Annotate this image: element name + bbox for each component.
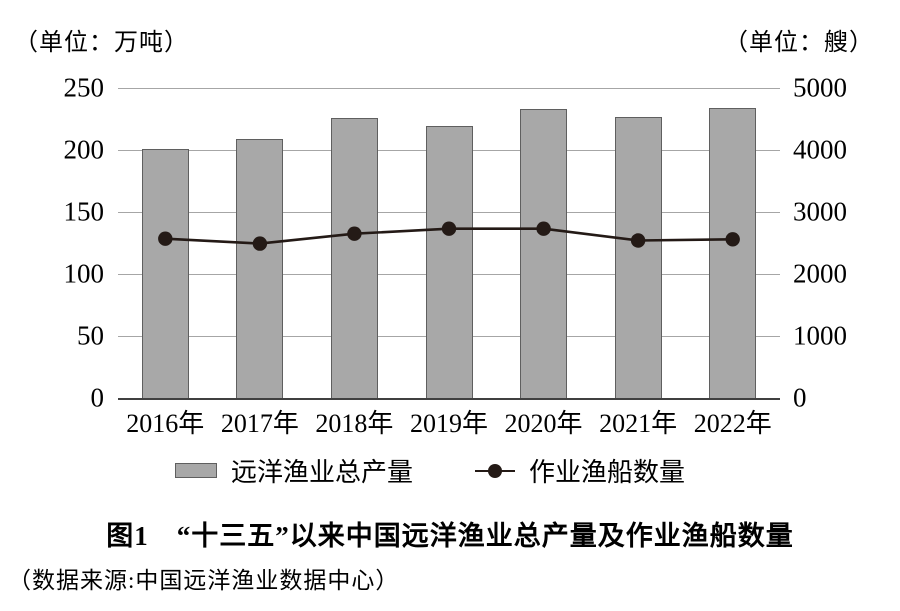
data-point-marker-2020年 — [536, 221, 551, 236]
chart-plot-area — [118, 88, 780, 400]
bar-2017年 — [236, 138, 284, 398]
data-point-marker-2018年 — [347, 226, 362, 241]
figure-title: 图1 “十三五”以来中国远洋渔业总产量及作业渔船数量 — [106, 521, 794, 551]
line-series-marker-icon — [475, 463, 515, 478]
data-point-marker-2017年 — [252, 236, 268, 251]
bar-series-swatch-icon — [174, 463, 217, 478]
legend-dot-icon — [488, 463, 502, 478]
x-axis-tick-label: 2018年 — [315, 409, 394, 438]
right-axis-tick-label: 0 — [793, 382, 807, 413]
bar-2018年 — [330, 117, 378, 398]
x-axis-tick-label: 2022年 — [693, 409, 772, 438]
right-axis-tick-label: 4000 — [793, 134, 847, 165]
legend: 远洋渔业总产量 作业渔船数量 — [0, 452, 860, 489]
bar-2016年 — [141, 148, 189, 398]
data-source-note: （数据来源:中国远洋渔业数据中心） — [8, 568, 400, 593]
right-axis-tick-label: 3000 — [793, 196, 847, 227]
legend-bar-label: 远洋渔业总产量 — [230, 458, 413, 487]
x-axis-tick-label: 2019年 — [409, 409, 489, 438]
legend-item-bar-series: 远洋渔业总产量 — [174, 452, 413, 489]
left-axis-tick-label: 0 — [90, 382, 105, 413]
right-axis-tick-label: 1000 — [793, 320, 847, 351]
x-axis-tick-label: 2020年 — [504, 409, 583, 438]
left-axis-unit-label: （单位：万吨） — [14, 30, 189, 56]
legend-line-label: 作业渔船数量 — [529, 458, 686, 487]
bar-2022年 — [709, 107, 757, 398]
left-axis-tick-label: 200 — [63, 134, 105, 165]
data-point-marker-2021年 — [630, 233, 646, 248]
bar-2021年 — [614, 116, 662, 398]
x-axis-tick-label: 2021年 — [599, 409, 678, 438]
x-axis-tick-label: 2016年 — [126, 409, 205, 438]
left-axis-tick-label: 250 — [63, 72, 105, 103]
legend-item-line-series: 作业渔船数量 — [475, 452, 685, 489]
gridline — [118, 88, 780, 89]
x-axis-line — [118, 398, 780, 400]
right-axis-unit-label: （单位：艘） — [724, 30, 874, 56]
line-series — [158, 221, 740, 251]
data-point-marker-2016年 — [158, 231, 173, 246]
data-point-marker-2022年 — [725, 232, 740, 247]
x-axis-tick-label: 2017年 — [220, 409, 299, 438]
right-axis-tick-label: 2000 — [793, 258, 847, 289]
bar-2020年 — [520, 109, 568, 398]
bar-2019年 — [425, 126, 473, 398]
right-axis-tick-label: 5000 — [793, 72, 847, 103]
data-point-marker-2019年 — [441, 221, 457, 236]
left-axis-tick-label: 100 — [63, 258, 105, 289]
left-axis-tick-label: 150 — [63, 196, 105, 227]
left-axis-tick-label: 50 — [77, 320, 104, 351]
